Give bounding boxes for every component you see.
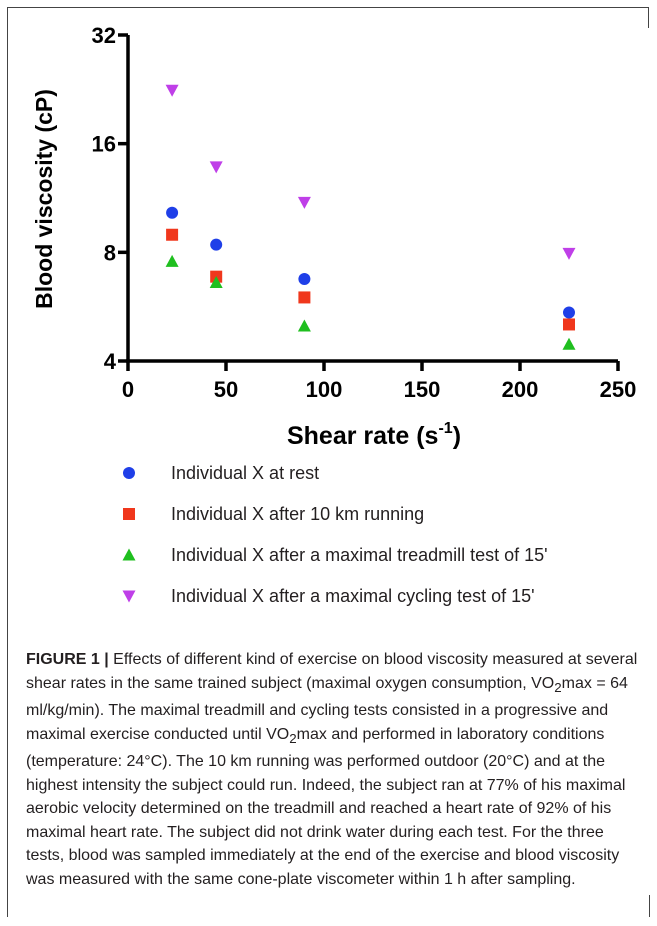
data-point-s1-3 (563, 318, 575, 331)
data-point-s2-1 (209, 275, 223, 288)
legend-marker-triangle-up (122, 548, 136, 561)
legend-label: Individual X after a maximal treadmill t… (171, 545, 548, 565)
data-point-s1-0 (166, 228, 179, 241)
caption-text-2: max = 64 ml/kg/min). The maximal treadmi… (26, 674, 628, 743)
x-axis-label: Shear rate (s-1) (287, 420, 461, 450)
x-tick-label: 150 (404, 377, 441, 402)
x-axis-label-suffix: ) (453, 422, 461, 450)
data-point-s3-3 (562, 247, 576, 260)
x-tick-label: 200 (502, 377, 539, 402)
data-point-s0-2 (298, 272, 311, 285)
data-point-s3-1 (209, 161, 223, 174)
x-tick-label: 0 (122, 377, 134, 402)
y-axis-label: Blood viscosity (cP) (31, 89, 57, 309)
data-point-s0-1 (210, 238, 223, 251)
x-tick-label: 100 (306, 377, 343, 402)
data-point-s3-2 (297, 196, 311, 209)
figure-caption: FIGURE 1 | Effects of different kind of … (26, 648, 638, 891)
figure-frame (7, 7, 649, 917)
data-point-s0-0 (166, 206, 179, 219)
chart-marks (165, 84, 576, 350)
legend-marker-square (123, 508, 135, 520)
data-point-s2-3 (562, 337, 576, 350)
caption-text-3: max and performed in laboratory conditio… (26, 725, 626, 888)
caption-text-1: Effects of different kind of exercise on… (26, 651, 638, 692)
data-point-s2-0 (165, 254, 179, 267)
frame-corner (648, 895, 650, 917)
y-tick-label: 32 (92, 23, 116, 48)
x-axis-label-sup: -1 (438, 420, 452, 437)
data-point-s3-0 (165, 84, 179, 97)
data-point-s1-2 (298, 291, 311, 304)
x-tick-label: 250 (600, 377, 637, 402)
caption-label: FIGURE 1 | (26, 651, 109, 668)
x-axis-label-text: Shear rate (s (287, 422, 438, 450)
legend-label: Individual X after 10 km running (171, 504, 425, 524)
y-tick-label: 4 (104, 349, 117, 374)
x-tick-label: 50 (214, 377, 238, 402)
y-tick-label: 16 (92, 132, 116, 157)
y-tick-label: 8 (104, 240, 116, 265)
caption-sub-2: 2 (289, 730, 297, 746)
data-point-s0-3 (563, 306, 575, 319)
legend-marker-circle (123, 467, 135, 479)
scatter-chart: 4 8 16 32 0 50 100 150 200 250 Blood viscosity (c… (31, 23, 637, 450)
data-point-s2-2 (297, 319, 311, 332)
chart-axes: 4 8 16 32 0 50 100 150 200 250 (92, 23, 637, 402)
legend-marker-triangle-down (122, 590, 136, 603)
legend-label: Individual X after a maximal cycling tes… (171, 586, 535, 606)
legend-label: Individual X at rest (171, 463, 320, 483)
caption-sub-1: 2 (554, 679, 562, 695)
